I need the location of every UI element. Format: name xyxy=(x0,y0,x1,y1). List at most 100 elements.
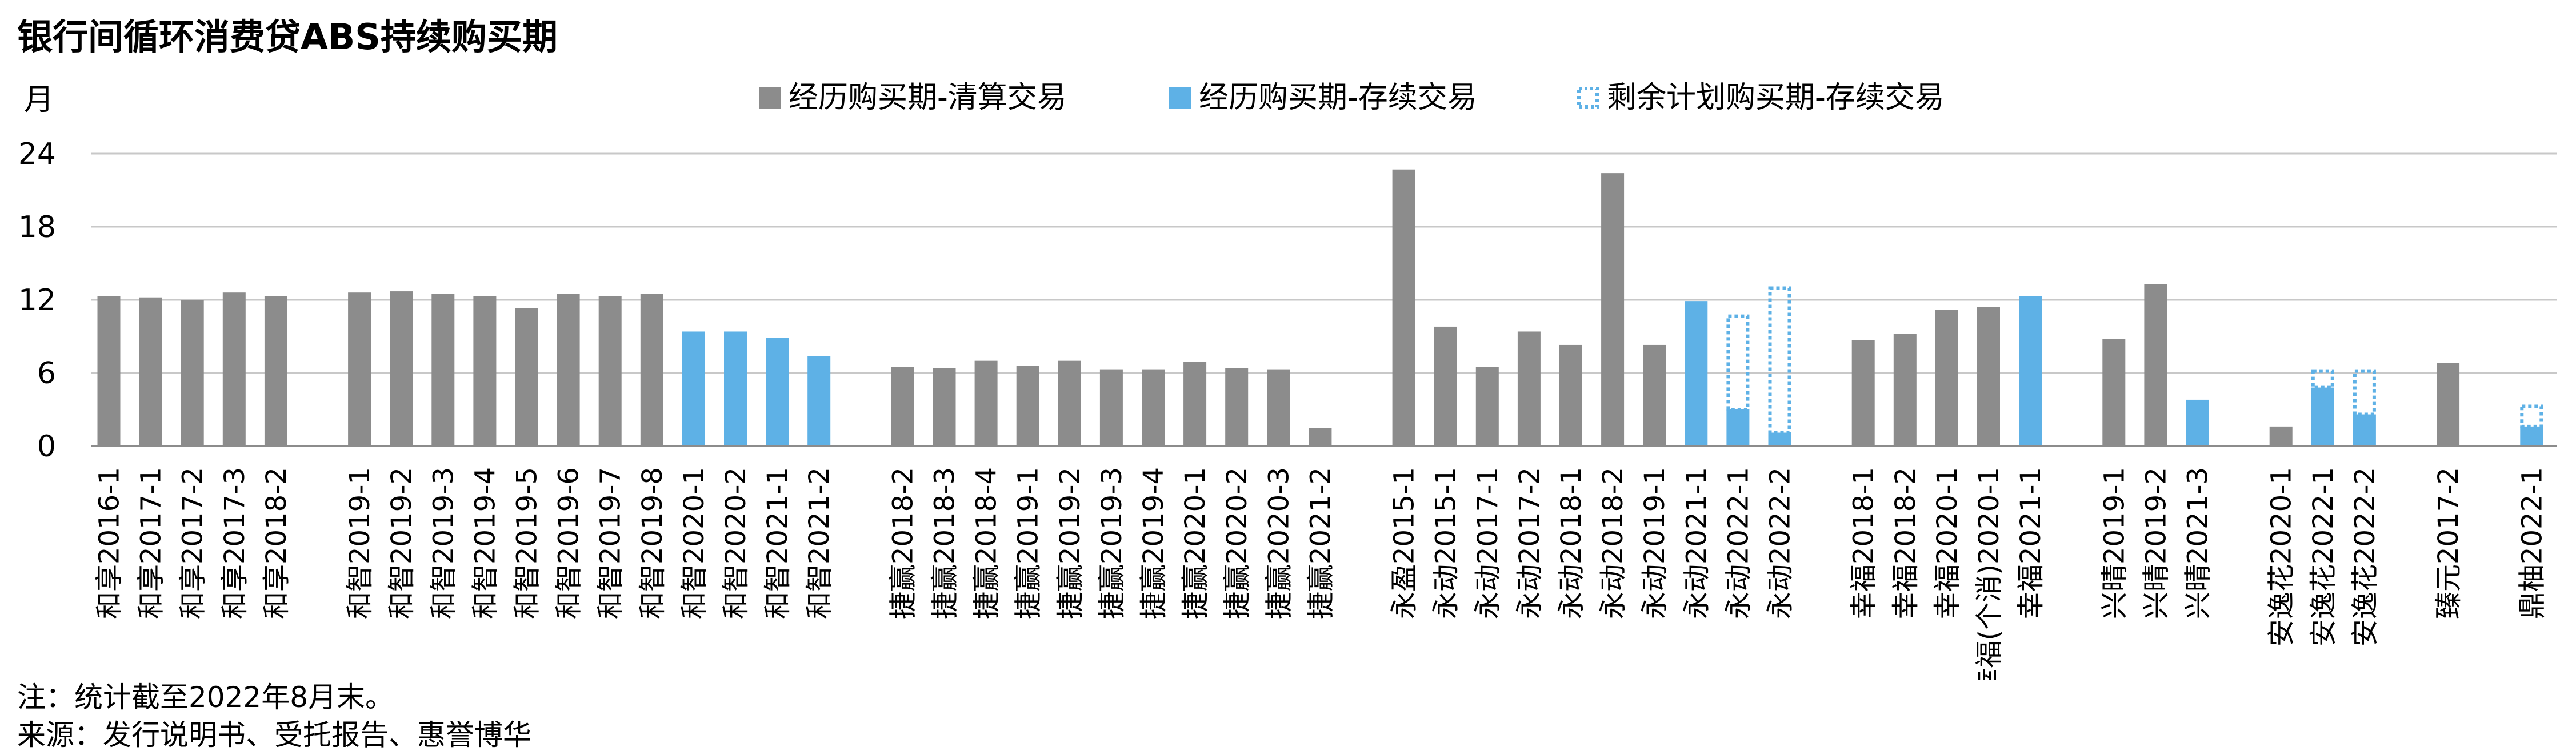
x-tick-label: 和智2019-8 xyxy=(637,467,669,619)
bar xyxy=(1016,366,1039,446)
x-tick-label: 捷赢2019-3 xyxy=(1096,467,1128,619)
x-tick-label: 幸福2018-1 xyxy=(1848,467,1880,619)
x-tick-label: 和智2019-7 xyxy=(595,467,627,619)
bar xyxy=(891,367,914,446)
x-tick-label: 永动2017-1 xyxy=(1472,467,1504,619)
x-tick-label: 和智2021-1 xyxy=(762,467,794,619)
bar xyxy=(1309,428,1332,446)
bar xyxy=(1726,409,1750,446)
bar xyxy=(473,296,497,446)
bar xyxy=(766,338,789,446)
bar xyxy=(2353,414,2376,446)
bar xyxy=(974,360,998,446)
x-tick-label: 和智2019-5 xyxy=(511,467,543,619)
bar xyxy=(1225,368,1249,446)
x-tick-label: 永盈2015-1 xyxy=(1389,467,1421,619)
legend-label: 经历购买期-清算交易 xyxy=(789,81,1067,115)
bar-remaining-dotted xyxy=(1768,286,1791,435)
footnote-source: 来源：发行说明书、受托报告、惠誉博华 xyxy=(17,718,531,752)
x-tick-label: 和智2019-4 xyxy=(469,467,501,619)
x-tick-label: 捷赢2021-2 xyxy=(1305,467,1337,619)
bar xyxy=(598,296,622,446)
footnote-note: 注：统计截至2022年8月末。 xyxy=(17,681,394,714)
x-tick-label: 和享2017-2 xyxy=(177,467,209,619)
bar xyxy=(2311,387,2334,446)
chart-legend: 经历购买期-清算交易 经历购买期-存续交易 剩余计划购买期-存续交易 xyxy=(759,81,1945,115)
x-tick-label: 永动2018-2 xyxy=(1597,467,1629,619)
bar xyxy=(1559,344,1582,446)
bar xyxy=(139,297,162,446)
x-tick-label: 捷赢2019-2 xyxy=(1054,467,1086,619)
bar xyxy=(1643,344,1666,446)
bar xyxy=(2186,399,2209,446)
x-tick-label: 幸福2020-1 xyxy=(1931,467,1963,619)
y-tick-label: 12 xyxy=(18,283,56,318)
bar xyxy=(222,292,246,446)
bar xyxy=(181,300,204,446)
x-tick-label: 永动2018-1 xyxy=(1555,467,1587,619)
legend-swatch-dotted xyxy=(1577,87,1599,109)
bar xyxy=(1434,326,1457,446)
bar xyxy=(640,294,663,446)
bar xyxy=(1183,362,1207,446)
grid-lines xyxy=(91,152,2557,374)
bar xyxy=(1768,432,1791,446)
bar xyxy=(724,331,747,446)
x-tick-label: 安逸花2020-1 xyxy=(2266,467,2298,646)
bar xyxy=(1935,310,1958,446)
bar xyxy=(1267,369,1290,446)
x-tick-label: 和智2019-6 xyxy=(553,467,585,619)
bar xyxy=(1517,331,1541,446)
x-tick-label: 永动2019-1 xyxy=(1639,467,1671,619)
x-tick-label: 和智2019-2 xyxy=(386,467,418,619)
x-tick-label: 永动2015-1 xyxy=(1430,467,1462,619)
footnotes: 注：统计截至2022年8月末。 来源：发行说明书、受托报告、惠誉博华 xyxy=(17,678,531,754)
x-tick-label: 幸福(个消)2020-1 xyxy=(1973,467,2005,680)
x-tick-label: 幸福2021-1 xyxy=(2015,467,2047,619)
bar xyxy=(933,368,956,446)
legend-label: 剩余计划购买期-存续交易 xyxy=(1607,81,1945,115)
x-tick-label: 捷赢2018-2 xyxy=(887,467,919,619)
x-tick-label: 捷赢2018-4 xyxy=(971,467,1003,619)
bar xyxy=(2019,296,2042,446)
bar xyxy=(1977,307,2000,446)
x-tick-label: 和智2020-2 xyxy=(720,467,752,619)
x-tick-label: 和享2017-3 xyxy=(219,467,251,619)
bar xyxy=(1475,367,1499,446)
bar xyxy=(1851,340,1875,446)
bar xyxy=(2144,284,2167,446)
x-tick-label: 和享2018-2 xyxy=(261,467,293,619)
x-tick-label: 幸福2018-2 xyxy=(1890,467,1922,619)
x-tick-label: 捷赢2019-1 xyxy=(1013,467,1045,619)
x-tick-label: 臻元2017-2 xyxy=(2433,467,2465,619)
x-axis-labels: 和享2016-1 和享2017-1 和享2017-2 和享2017-3 和享2018-2… xyxy=(94,467,2549,680)
x-tick-label: 兴晴2021-3 xyxy=(2182,467,2214,619)
bar xyxy=(515,308,538,446)
legend-swatch xyxy=(1169,87,1191,109)
bar xyxy=(1142,369,1165,446)
x-tick-label: 和智2020-1 xyxy=(678,467,710,619)
bar xyxy=(2520,426,2543,446)
x-tick-label: 永动2022-2 xyxy=(1765,467,1797,619)
bar xyxy=(1685,301,1708,446)
bar-remaining-dotted xyxy=(2353,369,2376,416)
bar xyxy=(1601,173,1625,446)
bar-chart: 经历购买期-清算交易 经历购买期-存续交易 剩余计划购买期-存续交易 月 0 6 12 1… xyxy=(18,81,2557,680)
bar xyxy=(1099,369,1123,446)
bar-remaining-dotted xyxy=(2520,404,2543,428)
x-tick-label: 和智2019-3 xyxy=(427,467,459,619)
x-tick-label: 和享2016-1 xyxy=(94,467,126,619)
bar xyxy=(1893,334,1917,446)
x-tick-label: 捷赢2020-3 xyxy=(1263,467,1295,619)
bar xyxy=(97,296,121,446)
x-tick-label: 永动2021-1 xyxy=(1681,467,1713,619)
chart-title: 银行间循环消费贷ABS持续购买期 xyxy=(17,16,558,58)
bar xyxy=(390,291,413,446)
bar xyxy=(2269,426,2293,446)
x-tick-label: 安逸花2022-1 xyxy=(2307,467,2339,646)
x-tick-label: 永动2022-1 xyxy=(1722,467,1754,619)
y-tick-label: 18 xyxy=(18,210,56,244)
y-tick-label: 24 xyxy=(18,137,56,171)
y-tick-label: 6 xyxy=(37,356,56,391)
x-tick-label: 和智2021-2 xyxy=(803,467,835,619)
